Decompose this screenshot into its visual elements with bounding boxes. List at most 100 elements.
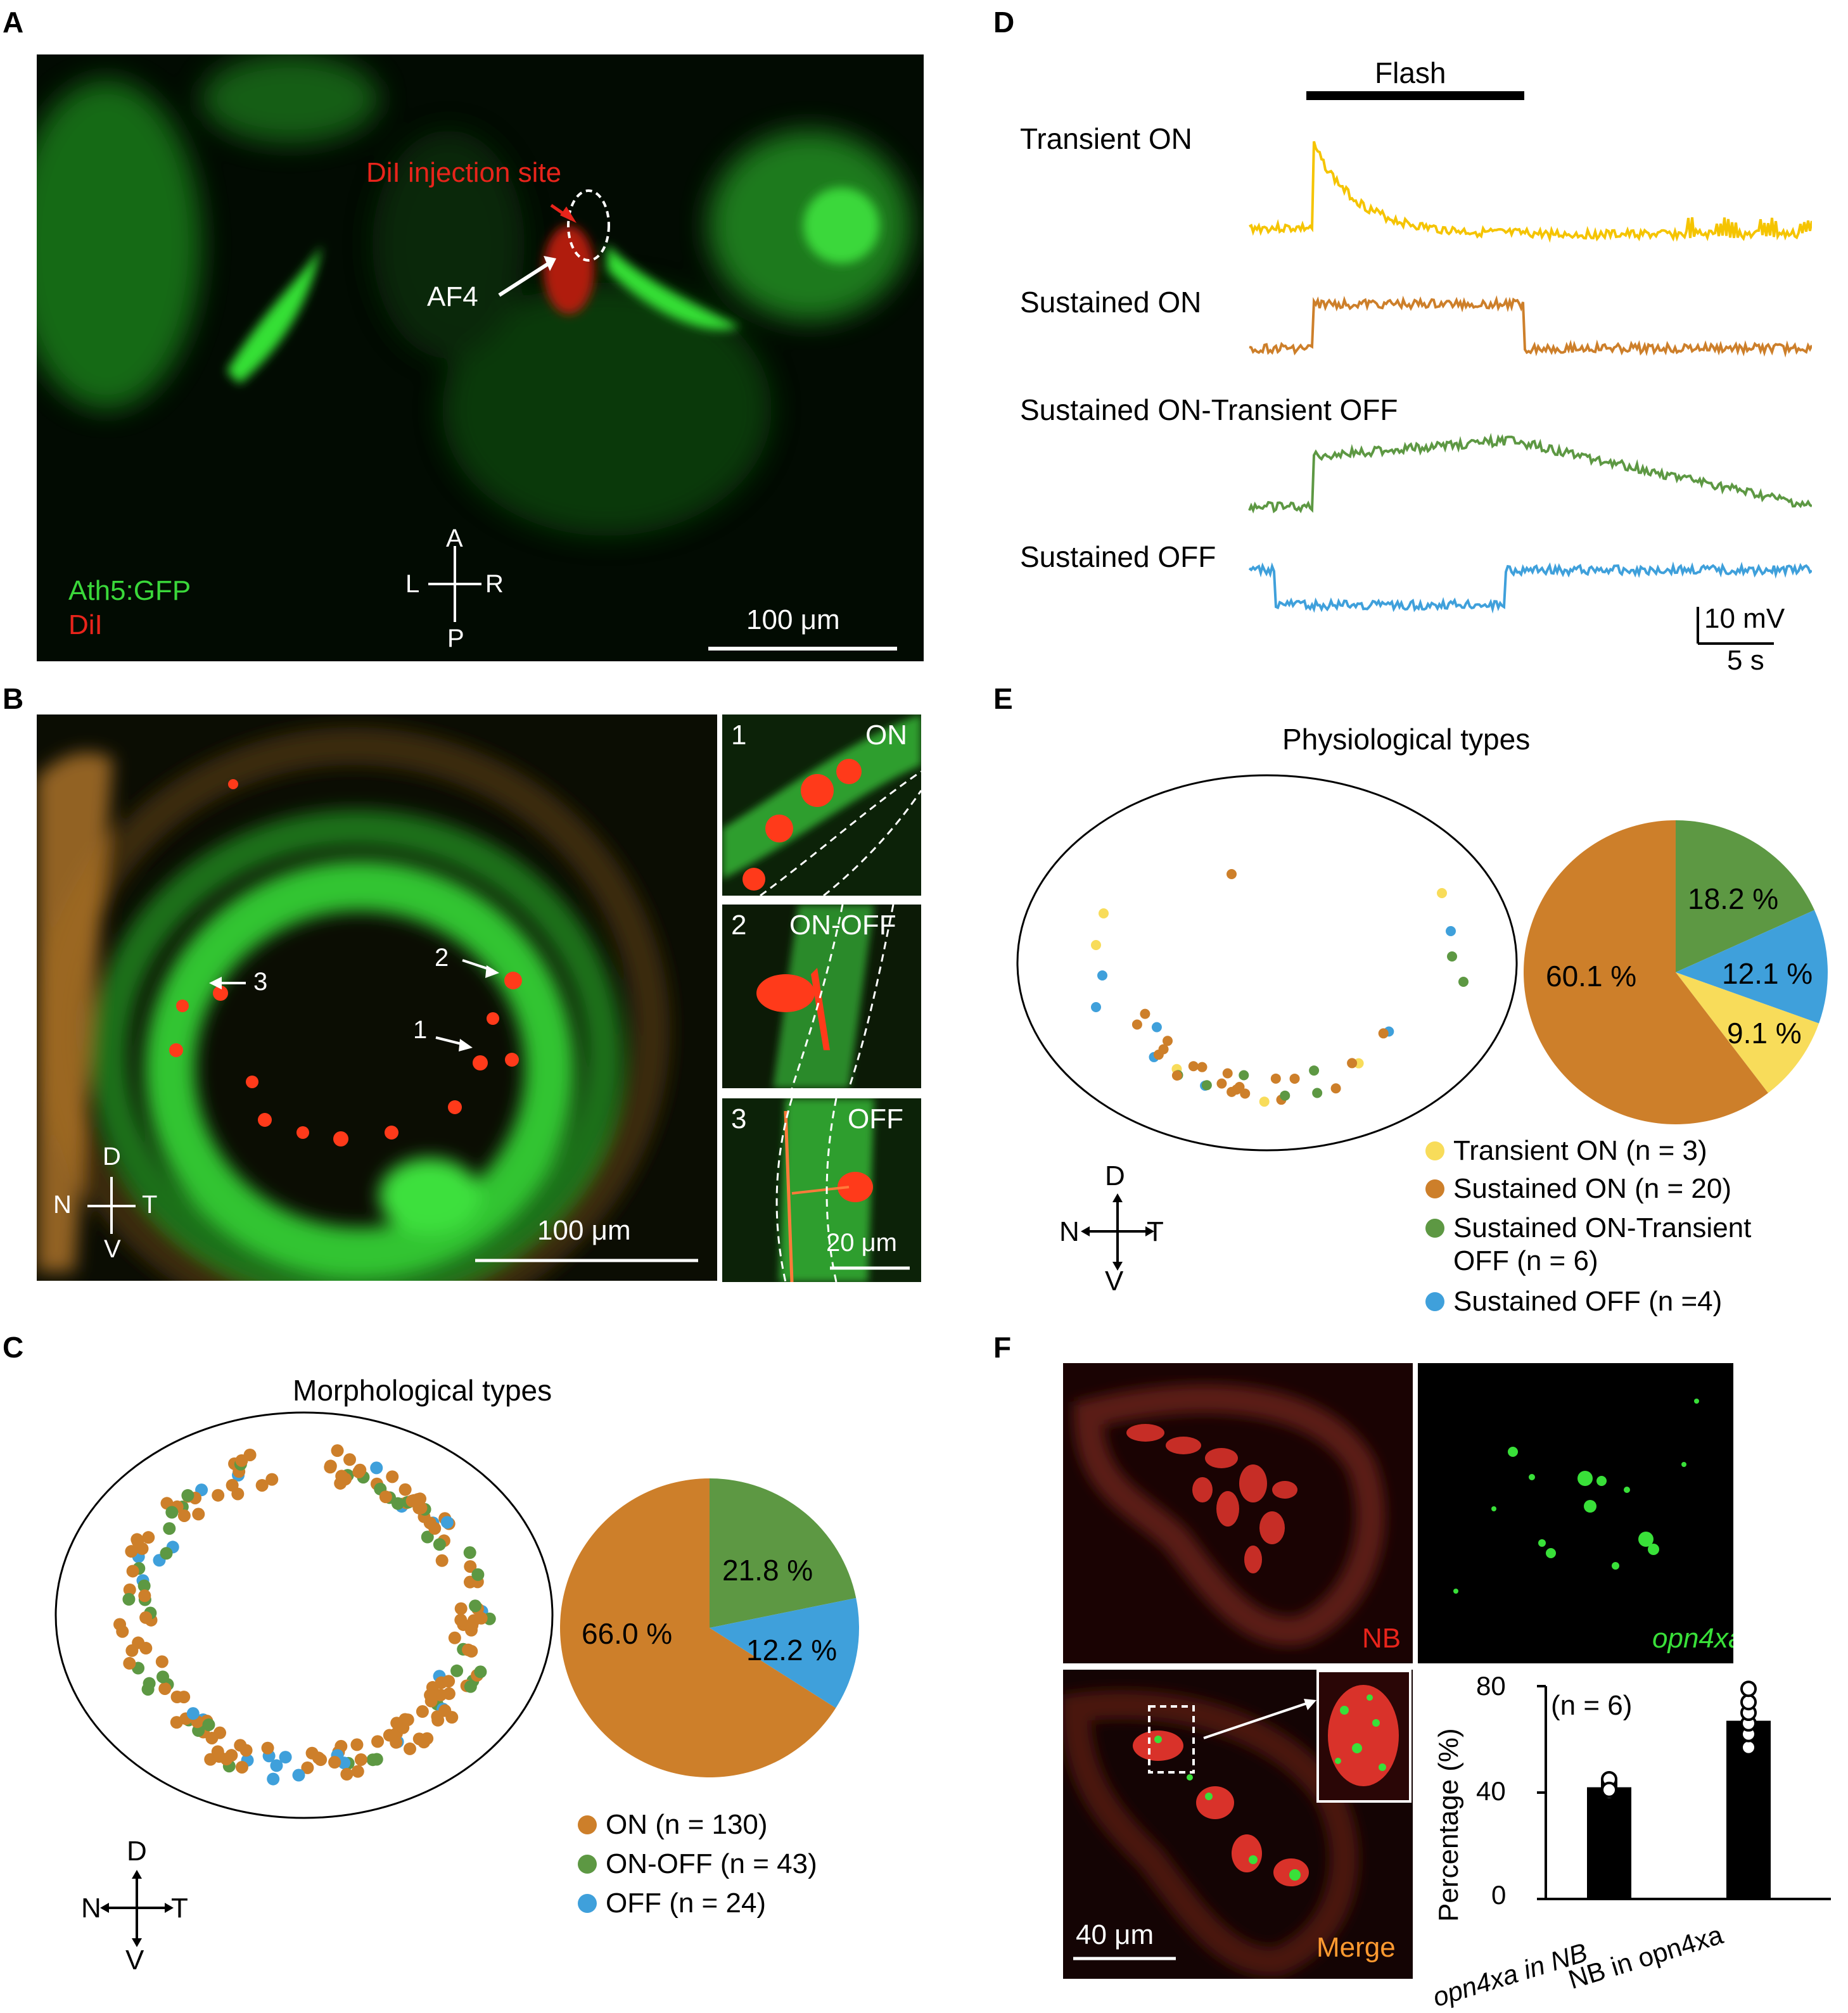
legend-e-transient-on: Transient ON (n = 3) bbox=[1425, 1135, 1707, 1167]
pie-e-slice-transient-on bbox=[1676, 972, 1819, 1093]
bar-f-ytick-0: 0 bbox=[1491, 1880, 1507, 1910]
chart-e-title: Physiological types bbox=[1282, 723, 1531, 756]
scale-time-label: 5 s bbox=[1727, 645, 1764, 676]
scale-bar-b-label: 100 μm bbox=[537, 1215, 631, 1246]
scatter-c-cell-132 bbox=[177, 1691, 191, 1704]
scatter-c-cell-149 bbox=[454, 1602, 468, 1615]
scatter-c-cell-123 bbox=[279, 1751, 292, 1764]
nb-label: NB bbox=[1362, 1623, 1401, 1654]
pie-e-slice-onoff bbox=[1676, 820, 1814, 972]
pie-c-slice-on bbox=[560, 1478, 836, 1777]
scatter-c-cell-70 bbox=[435, 1554, 449, 1567]
scatter-c-cell-130 bbox=[421, 1530, 434, 1544]
trace-label-sustained-off: Sustained OFF bbox=[1020, 540, 1216, 573]
legend-c-onoff-label: ON-OFF (n = 43) bbox=[606, 1848, 817, 1879]
trace-sustained-on-transient-off bbox=[1248, 433, 1812, 514]
inset-b-2: 2 ON-OFF bbox=[722, 905, 921, 1088]
pie-c-slice-off bbox=[710, 1597, 859, 1708]
scatter-c-cell-163 bbox=[143, 1677, 156, 1690]
scatter-c-cell-177 bbox=[398, 1483, 412, 1496]
micrograph-b: 3 2 1 D V N T 100 μm bbox=[37, 714, 717, 1281]
scatter-c-cell-131 bbox=[116, 1625, 129, 1638]
legend-c-off: OFF (n = 24) bbox=[578, 1888, 766, 1919]
scatter-c-cell-160 bbox=[239, 1744, 253, 1757]
scatter-e-extra-2 bbox=[1097, 970, 1107, 981]
scatter-c-cell-196 bbox=[138, 1589, 151, 1603]
legend-e-onoff: Sustained ON-Transient bbox=[1425, 1212, 1751, 1244]
scatter-c-cell-151 bbox=[137, 1579, 151, 1592]
scatter-c-cell-113 bbox=[212, 1489, 225, 1502]
scatter-c-cell-127 bbox=[475, 1611, 488, 1625]
scatter-c-cell-114 bbox=[450, 1664, 464, 1677]
scatter-e-cell-29 bbox=[1153, 1050, 1164, 1060]
orient-b-down: V bbox=[104, 1235, 121, 1263]
orient-c-cross bbox=[100, 1870, 174, 1947]
dii-injection-label: DiI injection site bbox=[366, 157, 562, 188]
panel-label-a: A bbox=[3, 6, 24, 39]
scatter-e-cell-17 bbox=[1312, 1088, 1323, 1098]
bar-f-ytick-40: 40 bbox=[1476, 1776, 1506, 1806]
micrograph-f-nb: NB bbox=[1063, 1363, 1413, 1663]
scatter-e-cell-22 bbox=[1131, 1019, 1142, 1030]
micrograph-f-opn-image bbox=[1453, 1399, 1699, 1594]
legend-e-sustained-on-swatch bbox=[1425, 1179, 1444, 1198]
inset-3-type: OFF bbox=[848, 1103, 903, 1134]
scatter-c-cell-118 bbox=[463, 1546, 476, 1559]
scale-bar-a-label: 100 μm bbox=[746, 604, 840, 635]
micrograph-a: DiI injection site AF4 Ath5:GFP DiI A P … bbox=[37, 54, 924, 661]
scatter-c-cell-105 bbox=[324, 1461, 337, 1474]
scatter-c-cell-37 bbox=[123, 1583, 136, 1596]
legend-c-on-swatch bbox=[578, 1815, 597, 1834]
scatter-c-cell-19 bbox=[192, 1508, 205, 1521]
scatter-c-cell-146 bbox=[292, 1769, 305, 1782]
scatter-e-cell-30 bbox=[1240, 1088, 1251, 1099]
pie-e-label-transient-on: 9.1 % bbox=[1727, 1017, 1802, 1050]
scatter-e-cell-9 bbox=[1188, 1061, 1199, 1072]
inset-scale-label: 20 μm bbox=[826, 1229, 897, 1257]
legend-c-on: ON (n = 130) bbox=[578, 1809, 768, 1841]
scatter-c-cell-135 bbox=[334, 1476, 347, 1490]
scatter-e-extra-5 bbox=[1437, 888, 1447, 898]
scatter-c-cell-150 bbox=[158, 1682, 172, 1695]
chart-c-title: Morphological types bbox=[293, 1374, 552, 1407]
scatter-e-cell-28 bbox=[1222, 1068, 1233, 1079]
scatter-c-cell-110 bbox=[370, 1753, 383, 1766]
inset-1-type: ON bbox=[865, 720, 907, 751]
scatter-c-cell-172 bbox=[424, 1689, 437, 1702]
scatter-c-cell-184 bbox=[170, 1716, 183, 1729]
scatter-c-cell-157 bbox=[139, 1611, 153, 1624]
scatter-e-extra-3 bbox=[1091, 1002, 1101, 1012]
scatter-e-cell-32 bbox=[1231, 1084, 1242, 1095]
scatter-c-cell-143 bbox=[165, 1506, 179, 1519]
scatter-c-cell-188 bbox=[220, 1753, 233, 1766]
panel-label-e: E bbox=[993, 682, 1013, 715]
bar-f-ylabel: Percentage (%) bbox=[1433, 1728, 1464, 1922]
scatter-c-cell-45 bbox=[270, 1759, 283, 1772]
scatter-c-points bbox=[113, 1444, 496, 1786]
scatter-c-cell-52 bbox=[177, 1509, 191, 1522]
panel-label-c: C bbox=[3, 1331, 24, 1364]
scatter-e-cell-8 bbox=[1216, 1078, 1227, 1089]
scatter-c-cell-100 bbox=[122, 1592, 136, 1606]
scatter-c-cell-83 bbox=[301, 1761, 314, 1774]
trace-sustained-off bbox=[1248, 561, 1812, 614]
scatter-c-cell-159 bbox=[235, 1760, 248, 1774]
scatter-c-cell-154 bbox=[231, 1487, 245, 1501]
legend-e-sustained-off-swatch bbox=[1425, 1292, 1444, 1311]
scatter-c-cell-51 bbox=[350, 1738, 364, 1751]
legend-e-sustained-off-label: Sustained OFF (n =4) bbox=[1453, 1286, 1723, 1317]
trace-transient-on bbox=[1249, 141, 1812, 243]
orient-b-right: T bbox=[142, 1191, 158, 1219]
bar-chart-f bbox=[1537, 1680, 1831, 1900]
scatter-e-cell-21 bbox=[1378, 1028, 1389, 1039]
inset-1-number: 1 bbox=[731, 720, 747, 751]
traces-d bbox=[1248, 91, 1812, 645]
scatter-c-cell-182 bbox=[466, 1618, 479, 1632]
micrograph-f-merge: 40 μm Merge bbox=[1063, 1670, 1413, 1979]
micrograph-f-nb-image bbox=[1073, 1384, 1386, 1646]
scatter-c-cell-155 bbox=[442, 1675, 456, 1688]
scatter-e-cell-31 bbox=[1280, 1090, 1290, 1101]
micrograph-f-opn: opn4xa bbox=[1418, 1363, 1733, 1663]
pie-e-label-onoff: 18.2 % bbox=[1688, 882, 1779, 915]
legend-dii: DiI bbox=[68, 609, 103, 640]
